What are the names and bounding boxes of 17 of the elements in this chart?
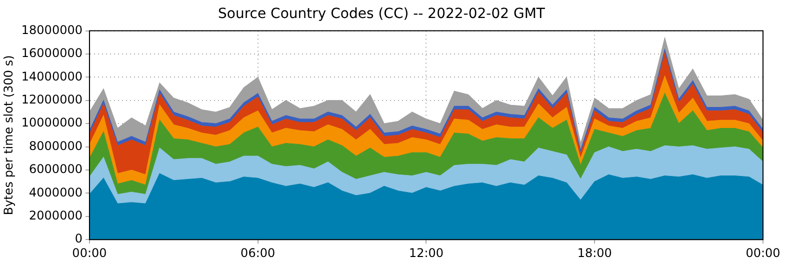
x-tick-label: 18:00 <box>577 246 612 260</box>
x-tick-label: 06:00 <box>240 246 276 260</box>
x-tick-label: 00:00 <box>746 246 780 260</box>
y-tick-label: 4000000 <box>29 185 82 200</box>
y-tick-label: 16000000 <box>21 46 82 60</box>
x-tick-label: 12:00 <box>408 246 444 260</box>
y-tick-label: 0 <box>74 232 82 246</box>
y-tick-label: 10000000 <box>21 116 82 130</box>
x-tick-label: 00:00 <box>72 246 107 260</box>
y-tick-label: 18000000 <box>21 22 82 37</box>
y-tick-label: 6000000 <box>29 162 82 176</box>
chart-title: Source Country Codes (CC) -- 2022-02-02 GMT <box>218 6 546 22</box>
y-tick-label: 2000000 <box>29 208 82 223</box>
y-axis-title: Bytes per time slot (300 s) <box>1 55 16 216</box>
y-tick-label: 8000000 <box>29 138 82 153</box>
y-tick-label: 14000000 <box>21 69 82 84</box>
y-tick-label: 12000000 <box>21 92 82 107</box>
